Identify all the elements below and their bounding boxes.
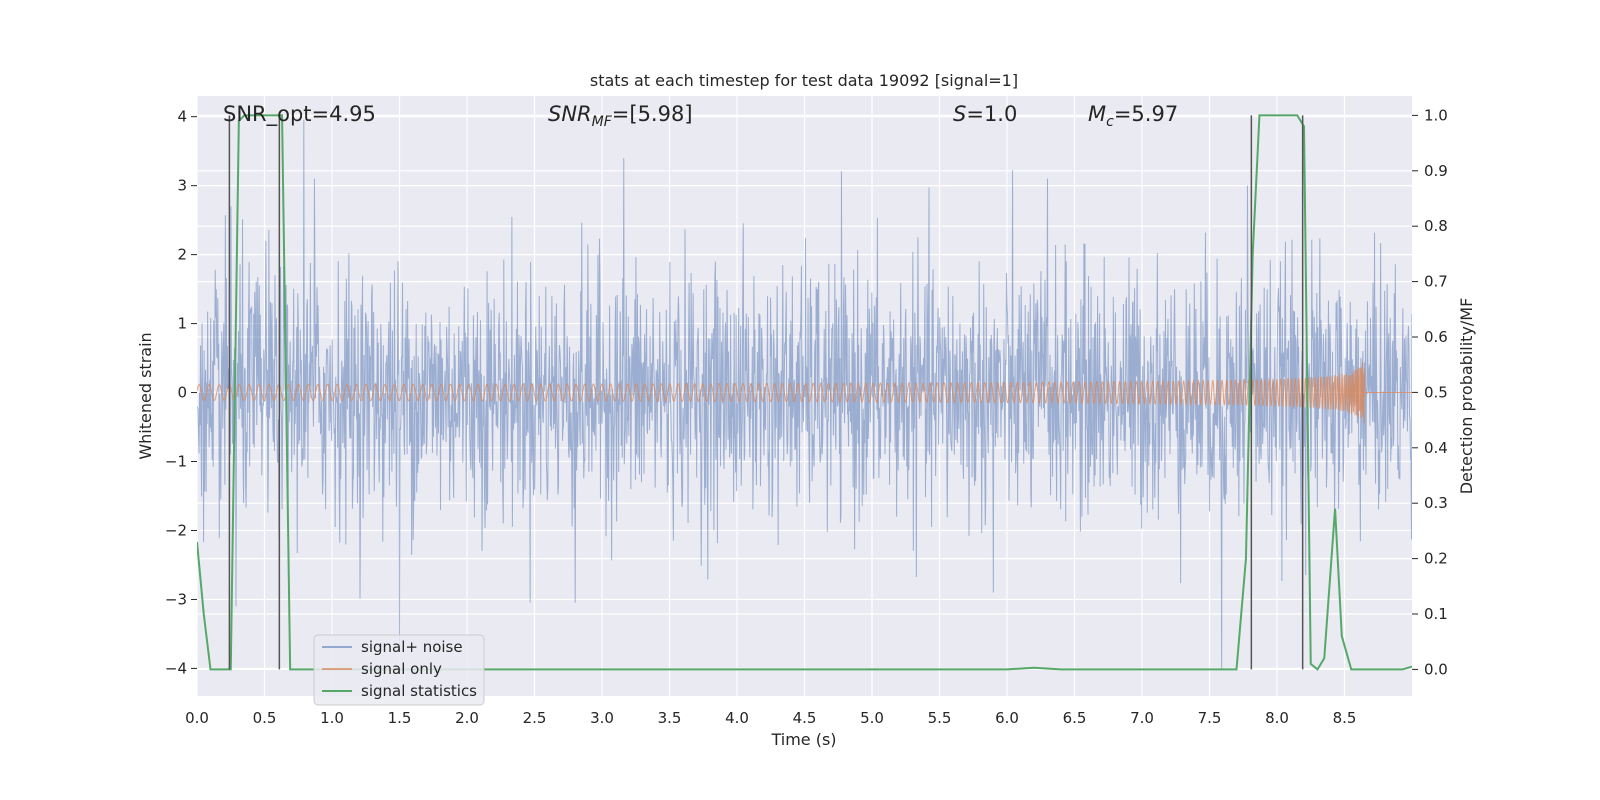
y-tick-label-right: 0.7 <box>1424 273 1448 291</box>
y-tick-label-right: 0.4 <box>1424 439 1448 457</box>
x-tick-label: 0.5 <box>253 709 277 727</box>
annotation-mc-sub: c <box>1106 114 1114 130</box>
y-tick-label-left: 2 <box>177 246 187 264</box>
annotation-snr-mf-suffix: =[5.98] <box>612 102 693 126</box>
x-tick-label: 5.5 <box>928 709 952 727</box>
y-tick-label-right: 1.0 <box>1424 106 1448 124</box>
y-axis-right-label: Detection probability/MF <box>1457 298 1476 495</box>
y-tick-label-right: 0.5 <box>1424 383 1448 401</box>
x-tick-label: 5.0 <box>860 709 884 727</box>
y-tick-label-right: 0.6 <box>1424 328 1448 346</box>
y-tick-label-left: −2 <box>165 521 187 539</box>
x-axis-label: Time (s) <box>770 730 836 749</box>
y-tick-label-left: −1 <box>165 453 187 471</box>
legend-label-signal-statistics: signal statistics <box>361 682 477 700</box>
x-tick-label: 8.5 <box>1333 709 1357 727</box>
x-tick-label: 4.5 <box>793 709 817 727</box>
annotation-mc: Mc=5.97 <box>1088 102 1178 130</box>
y-tick-label-left: 1 <box>177 315 187 333</box>
x-tick-label: 7.0 <box>1130 709 1154 727</box>
y-tick-label-left: 4 <box>177 108 187 126</box>
x-tick-label: 3.0 <box>590 709 614 727</box>
y-tick-label-right: 0.0 <box>1424 660 1448 678</box>
series-signal-statistics <box>197 114 1412 671</box>
y-tick-label-right: 0.9 <box>1424 162 1448 180</box>
y-tick-label-right: 0.2 <box>1424 550 1448 568</box>
x-tick-label: 7.5 <box>1198 709 1222 727</box>
legend-label-signal-only: signal only <box>361 660 442 678</box>
annotation-snr-mf: SNRMF=[5.98] <box>548 102 693 130</box>
x-tick-label: 8.0 <box>1265 709 1289 727</box>
y-tick-label-left: 0 <box>177 384 187 402</box>
annotation-snr-opt: SNR_opt=4.95 <box>223 102 376 127</box>
annotation-s-suffix: =1.0 <box>966 102 1017 126</box>
y-tick-label-left: −3 <box>165 590 187 608</box>
y-tick-label-left: 3 <box>177 177 187 195</box>
x-tick-label: 1.5 <box>388 709 412 727</box>
series-signal-only <box>197 361 1412 424</box>
x-tick-label: 6.0 <box>995 709 1019 727</box>
x-tick-label: 2.5 <box>523 709 547 727</box>
y-tick-label-right: 0.3 <box>1424 494 1448 512</box>
legend: signal+ noise signal only signal statist… <box>313 634 485 706</box>
legend-box <box>313 634 485 706</box>
legend-label-signal-noise: signal+ noise <box>361 638 463 656</box>
x-tick-label: 0.0 <box>185 709 209 727</box>
annotation-s: S=1.0 <box>953 102 1017 126</box>
annotation-snr-mf-sub: MF <box>592 114 613 130</box>
y-tick-label-right: 0.8 <box>1424 217 1448 235</box>
y-tick-label-left: −4 <box>165 659 187 677</box>
annotation-mc-prefix: M <box>1088 102 1106 126</box>
annotation-snr-mf-prefix: SNR <box>548 102 592 126</box>
y-tick-label-right: 0.1 <box>1424 605 1448 623</box>
annotation-s-prefix: S <box>953 102 966 126</box>
chart-title: stats at each timestep for test data 190… <box>590 71 1018 90</box>
x-tick-label: 2.0 <box>455 709 479 727</box>
x-tick-label: 1.0 <box>320 709 344 727</box>
y-axis-left-label: Whitened strain <box>136 332 155 459</box>
y-axis-left-ticks: −4 −3 −2 −1 0 1 2 3 4 <box>165 108 197 677</box>
x-tick-label: 4.0 <box>725 709 749 727</box>
x-tick-label: 3.5 <box>658 709 682 727</box>
y-axis-right-ticks: 0.0 0.1 0.2 0.3 0.4 0.5 0.6 0.7 0.8 0.9 1.0 <box>1412 106 1448 678</box>
x-tick-label: 6.5 <box>1063 709 1087 727</box>
x-axis-ticks: 0.0 0.5 1.0 1.5 2.0 2.5 3.0 3.5 4.0 4.5 5.0 5.5 6.0 6… <box>185 709 1356 727</box>
annotation-mc-suffix: =5.97 <box>1114 102 1178 126</box>
